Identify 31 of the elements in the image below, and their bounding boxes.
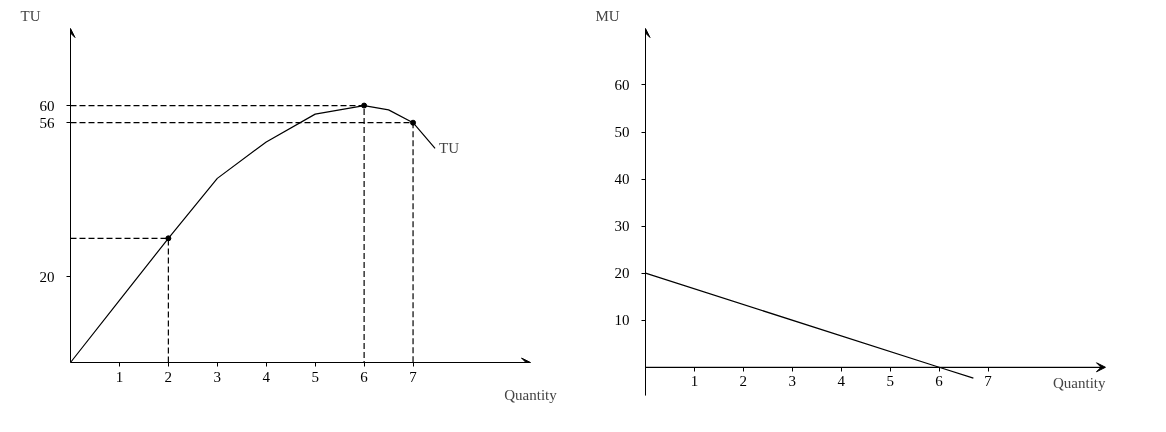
x-tick-label: 7	[409, 368, 418, 385]
x-tick-label: 3	[213, 368, 222, 385]
x-tick-label: 6	[360, 368, 369, 385]
y-tick-label: 60	[39, 97, 55, 114]
y-tick-label: 30	[614, 218, 630, 235]
x-tick-label: 2	[739, 373, 748, 390]
x-tick-label: 3	[788, 373, 797, 390]
x-axis-title: Quantity	[1053, 375, 1106, 392]
x-tick-label: 4	[837, 373, 846, 390]
x-tick-label: 4	[262, 368, 271, 385]
x-tick-label: 7	[984, 373, 993, 390]
y-tick-label: 20	[39, 268, 55, 285]
annotation: TU	[439, 140, 460, 157]
point	[361, 102, 368, 109]
y-tick-label: 60	[614, 76, 630, 93]
x-tick-label: 5	[311, 368, 319, 385]
x-tick-label: 5	[886, 373, 894, 390]
point	[165, 235, 172, 242]
y-tick-label: 50	[614, 124, 630, 141]
x-axis-title: Quantity	[504, 386, 558, 403]
y-tick-label: 20	[614, 265, 630, 282]
y-tick-label: 56	[39, 114, 55, 131]
y-tick-label: 40	[614, 171, 630, 188]
x-tick-label: 2	[164, 368, 173, 385]
y-axis-title: MU	[595, 7, 620, 24]
x-tick-label: 1	[690, 373, 699, 390]
y-tick-label: 10	[614, 312, 630, 329]
point	[410, 119, 417, 126]
x-tick-label: 1	[115, 368, 124, 385]
y-axis-title: TU	[20, 7, 41, 24]
x-tick-label: 6	[935, 373, 944, 390]
